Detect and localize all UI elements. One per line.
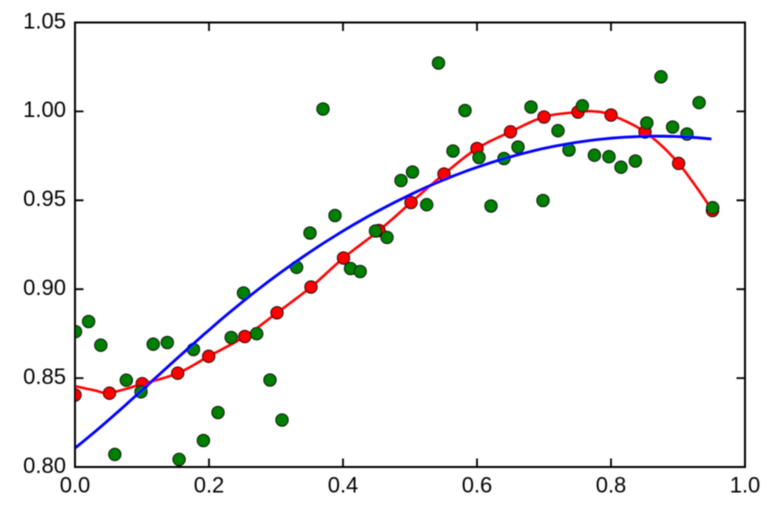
svg-text:1.00: 1.00	[23, 97, 66, 122]
svg-text:0.6: 0.6	[462, 472, 493, 497]
svg-text:1.0: 1.0	[730, 472, 761, 497]
svg-text:0.80: 0.80	[23, 453, 66, 478]
svg-text:0.85: 0.85	[23, 364, 66, 389]
svg-text:0.2: 0.2	[194, 472, 225, 497]
svg-text:0.8: 0.8	[596, 472, 627, 497]
svg-text:0.90: 0.90	[23, 275, 66, 300]
svg-text:0.4: 0.4	[328, 472, 359, 497]
svg-text:0.95: 0.95	[23, 186, 66, 211]
svg-text:0.0: 0.0	[60, 472, 91, 497]
svg-text:1.05: 1.05	[23, 8, 66, 33]
